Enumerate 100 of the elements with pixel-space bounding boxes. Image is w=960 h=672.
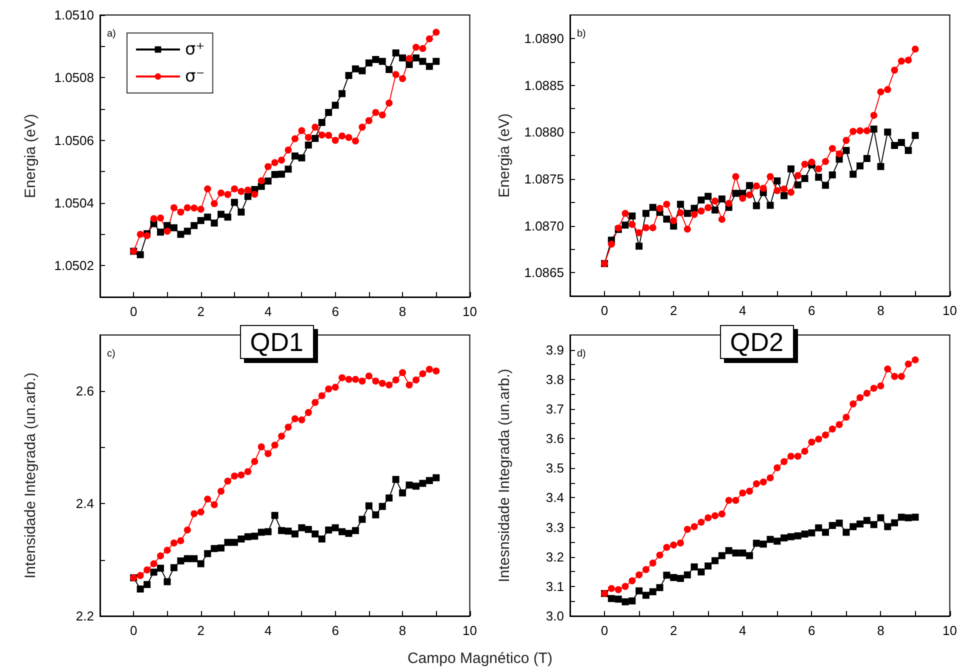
point [614, 596, 622, 603]
point [649, 224, 656, 232]
point [170, 539, 178, 546]
x-tick-label: 8 [877, 303, 884, 318]
point [891, 66, 898, 74]
point [780, 192, 788, 200]
point [684, 210, 691, 217]
point [312, 134, 319, 142]
point [338, 374, 346, 382]
point [177, 208, 184, 216]
point [676, 209, 684, 216]
point [210, 200, 218, 208]
legend-label: σ⁺ [185, 40, 205, 60]
x-tick-label: 4 [264, 304, 272, 319]
y-tick-label: 3.3 [546, 520, 564, 535]
point [224, 214, 232, 221]
point [332, 384, 339, 391]
point [378, 380, 386, 387]
point [412, 54, 420, 62]
point [739, 194, 746, 202]
y-tick-label: 1.0885 [524, 78, 564, 93]
point [898, 58, 905, 65]
point [656, 204, 664, 212]
point [318, 118, 326, 126]
point [386, 494, 393, 502]
y-tick-label: 1.0504 [54, 196, 94, 210]
point [801, 530, 808, 538]
point [787, 188, 794, 196]
point [766, 536, 774, 543]
point [850, 128, 857, 135]
point [842, 414, 850, 421]
point [904, 514, 912, 522]
point [238, 536, 245, 543]
point [842, 146, 850, 154]
point [891, 142, 898, 149]
point [238, 471, 245, 478]
point [419, 480, 426, 487]
point [197, 508, 204, 516]
point [278, 156, 286, 164]
point [877, 514, 884, 522]
point [752, 540, 760, 547]
point [157, 564, 164, 572]
x-tick-label: 2 [197, 623, 204, 638]
y-axis-title: Intesnsidade Integrada (un.arb.) [496, 368, 513, 582]
point [419, 58, 426, 65]
x-tick-label: 6 [808, 623, 816, 638]
point [426, 62, 433, 70]
x-tick-label: 10 [942, 623, 958, 638]
point [774, 187, 781, 194]
point [291, 135, 298, 142]
point [251, 458, 258, 465]
point [718, 510, 726, 518]
point [426, 477, 433, 484]
x-tick-label: 2 [670, 623, 678, 638]
point [378, 111, 386, 118]
y-tick-label: 1.0890 [524, 30, 564, 46]
point [704, 514, 712, 522]
point [157, 552, 164, 560]
point [190, 222, 198, 230]
point [258, 528, 265, 536]
point [794, 532, 802, 540]
point [271, 512, 278, 519]
point [698, 518, 705, 526]
x-tick-label: 10 [942, 303, 958, 318]
x-tick-label: 6 [808, 303, 816, 318]
point [642, 210, 650, 217]
point [412, 482, 420, 490]
point [378, 502, 386, 510]
y-tick-label: 3.2 [546, 549, 564, 564]
point [386, 382, 393, 389]
point [358, 516, 366, 523]
point [271, 442, 278, 449]
point [372, 511, 380, 518]
point [312, 124, 319, 131]
point [332, 524, 339, 532]
point [656, 584, 664, 592]
point [752, 480, 760, 488]
point [218, 189, 225, 196]
point [815, 165, 822, 172]
point [684, 226, 691, 233]
point [636, 571, 643, 578]
point [649, 560, 656, 567]
point [164, 228, 171, 235]
point [670, 217, 678, 224]
point [304, 409, 312, 416]
point [406, 382, 413, 389]
point [264, 528, 272, 536]
point [304, 134, 312, 142]
point [698, 196, 705, 204]
point [836, 421, 843, 428]
point [760, 478, 767, 486]
point [399, 489, 406, 496]
point [244, 468, 252, 476]
point [365, 59, 372, 66]
point [298, 127, 306, 134]
point [218, 488, 225, 495]
x-tick-label: 6 [332, 623, 339, 638]
point [352, 137, 359, 144]
point [210, 501, 218, 508]
point [399, 369, 406, 376]
